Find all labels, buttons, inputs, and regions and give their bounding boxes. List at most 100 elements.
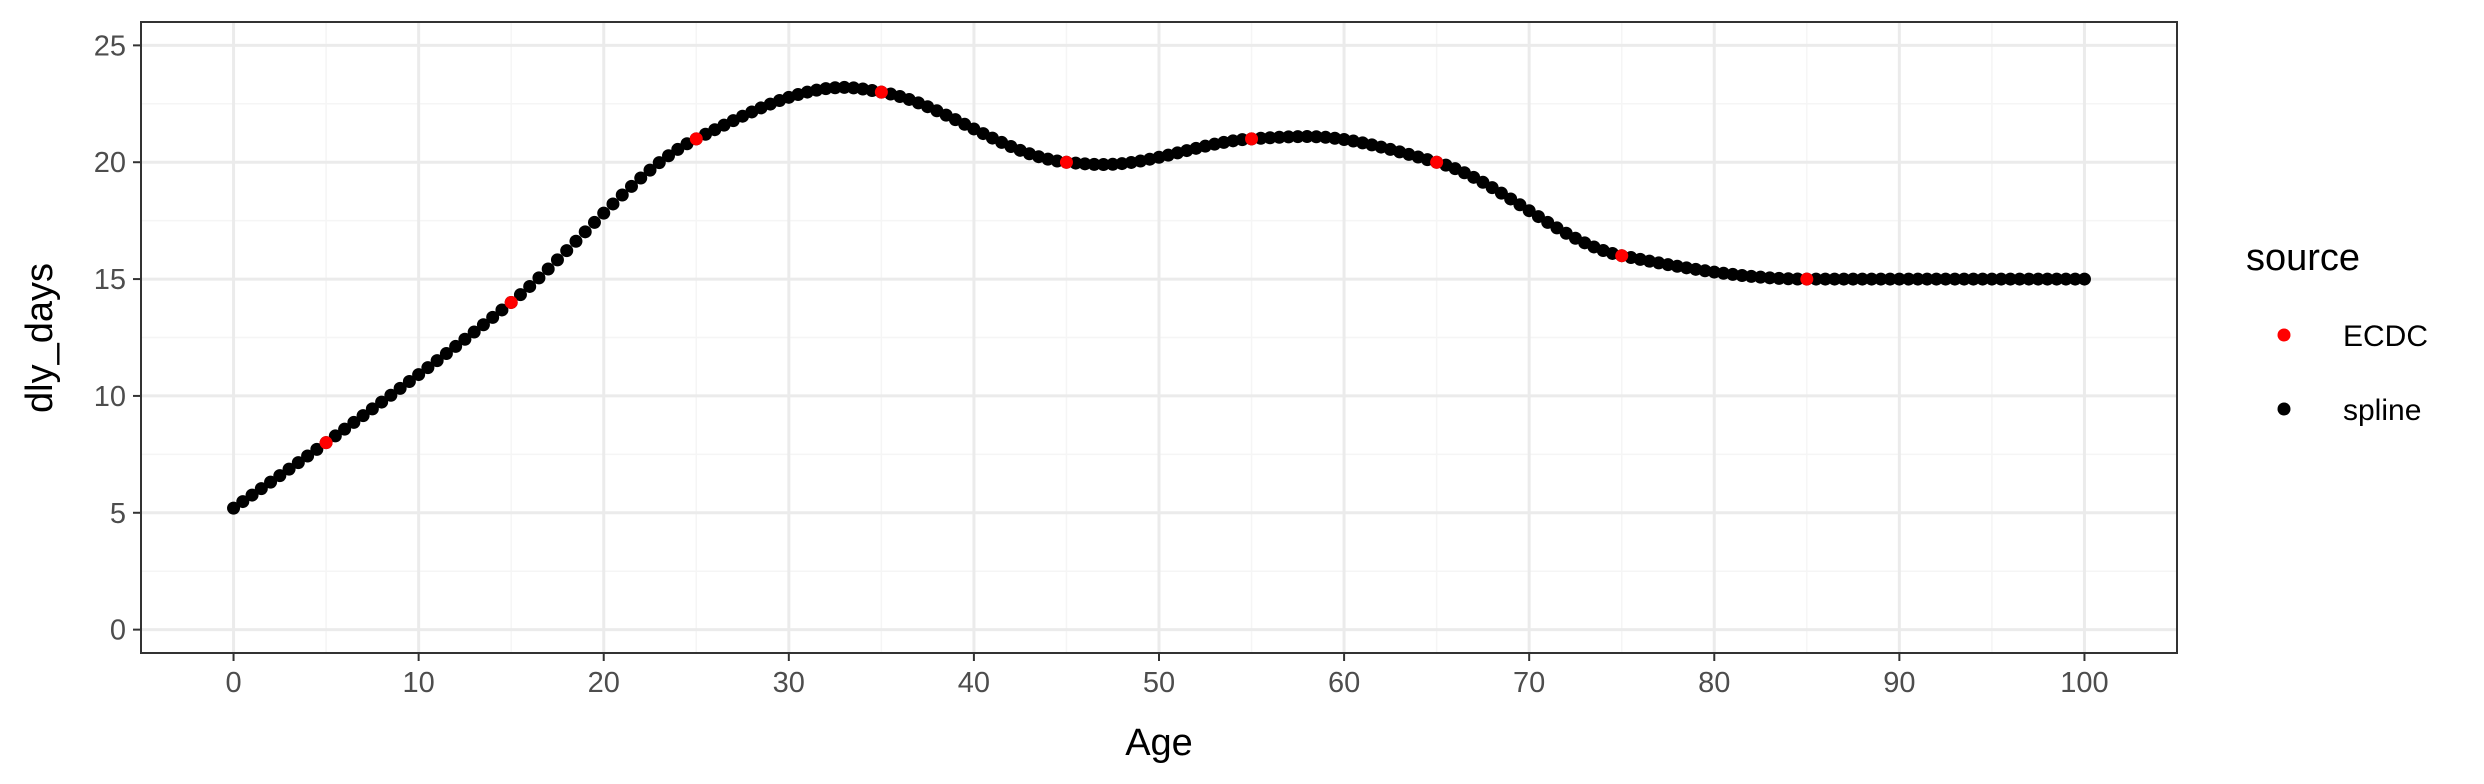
spline-point xyxy=(1846,272,1860,286)
spline-point xyxy=(624,179,638,193)
spline-point xyxy=(2050,272,2064,286)
spline-point xyxy=(254,482,268,496)
x-tick-label: 90 xyxy=(1883,667,1915,699)
spline-point xyxy=(532,271,546,285)
spline-point xyxy=(1892,272,1906,286)
spline-point xyxy=(2040,272,2054,286)
spline-point xyxy=(1828,272,1842,286)
ecdc-point xyxy=(1245,132,1259,146)
spline-point xyxy=(1966,272,1980,286)
spline-point xyxy=(1985,272,1999,286)
spline-point xyxy=(1994,272,2008,286)
ecdc-series xyxy=(319,85,1814,450)
spline-point xyxy=(282,462,296,476)
legend-key-ecdc xyxy=(2277,328,2291,342)
spline-point xyxy=(1837,272,1851,286)
ecdc-point xyxy=(319,436,333,450)
spline-point xyxy=(476,318,490,332)
spline-point xyxy=(495,303,509,317)
ecdc-point xyxy=(874,85,888,99)
spline-point xyxy=(569,234,583,248)
spline-point xyxy=(1948,272,1962,286)
y-tick-label: 20 xyxy=(94,147,126,179)
spline-point xyxy=(301,449,315,463)
spline-point xyxy=(328,429,342,443)
spline-point xyxy=(1309,130,1323,144)
spline-point xyxy=(1809,272,1823,286)
spline-point xyxy=(587,215,601,229)
ecdc-point xyxy=(1059,155,1073,169)
spline-point xyxy=(347,415,361,429)
spline-point xyxy=(578,225,592,239)
spline-point xyxy=(486,310,500,324)
spline-point xyxy=(606,197,620,211)
x-tick-label: 0 xyxy=(225,667,241,699)
x-tick-label: 10 xyxy=(403,667,435,699)
x-axis: 0 10 20 30 40 50 60 70 80 90 100 xyxy=(225,653,2109,699)
spline-point xyxy=(1504,192,1518,206)
spline-point xyxy=(1282,130,1296,144)
x-tick-label: 40 xyxy=(958,667,990,699)
y-tick-label: 25 xyxy=(94,30,126,62)
spline-point xyxy=(2031,272,2045,286)
spline-point xyxy=(2059,272,2073,286)
spline-point xyxy=(1911,272,1925,286)
spline-point xyxy=(513,288,527,302)
x-tick-label: 30 xyxy=(773,667,805,699)
y-axis-title: dly_days xyxy=(19,263,61,413)
spline-point xyxy=(1087,157,1101,171)
legend: source ECDC spline xyxy=(2246,237,2428,427)
spline-point xyxy=(264,475,278,489)
spline-point xyxy=(402,374,416,388)
legend-title: source xyxy=(2246,237,2360,279)
ecdc-point xyxy=(689,132,703,146)
spline-point xyxy=(828,81,842,95)
spline-point xyxy=(1096,158,1110,172)
spline-point xyxy=(560,244,574,258)
spline-point xyxy=(412,368,426,382)
spline-point xyxy=(615,188,629,202)
ecdc-point xyxy=(504,295,518,309)
spline-point xyxy=(2077,272,2091,286)
spline-point xyxy=(310,442,324,456)
spline-point xyxy=(1263,131,1277,145)
spline-point xyxy=(1929,272,1943,286)
x-tick-label: 100 xyxy=(2060,667,2108,699)
spline-point xyxy=(430,354,444,368)
spline-point xyxy=(2013,272,2027,286)
spline-point xyxy=(1763,271,1777,285)
spline-point xyxy=(1522,204,1536,218)
x-axis-title: Age xyxy=(1125,722,1193,764)
ecdc-point xyxy=(1430,155,1444,169)
spline-point xyxy=(597,206,611,220)
spline-point xyxy=(1531,210,1545,224)
spline-point xyxy=(1772,271,1786,285)
spline-point xyxy=(1300,130,1314,144)
spline-point xyxy=(662,149,676,163)
x-tick-label: 50 xyxy=(1143,667,1175,699)
spline-point xyxy=(541,262,555,276)
spline-point xyxy=(245,488,259,502)
spline-point xyxy=(1920,272,1934,286)
spline-point xyxy=(1078,157,1092,171)
y-tick-label: 5 xyxy=(110,498,126,530)
x-tick-label: 80 xyxy=(1698,667,1730,699)
spline-point xyxy=(1855,272,1869,286)
spline-point xyxy=(2022,272,2036,286)
spline-point xyxy=(1874,272,1888,286)
spline-point xyxy=(458,332,472,346)
spline-point xyxy=(236,495,250,509)
spline-point xyxy=(523,279,537,293)
spline-point xyxy=(393,381,407,395)
spline-point xyxy=(1957,272,1971,286)
spline-point xyxy=(1976,272,1990,286)
spline-point xyxy=(837,80,851,94)
spline-point xyxy=(1939,272,1953,286)
spline-point xyxy=(1106,157,1120,171)
y-tick-label: 15 xyxy=(94,264,126,296)
spline-point xyxy=(2068,272,2082,286)
spline-point xyxy=(2003,272,2017,286)
spline-point xyxy=(384,388,398,402)
